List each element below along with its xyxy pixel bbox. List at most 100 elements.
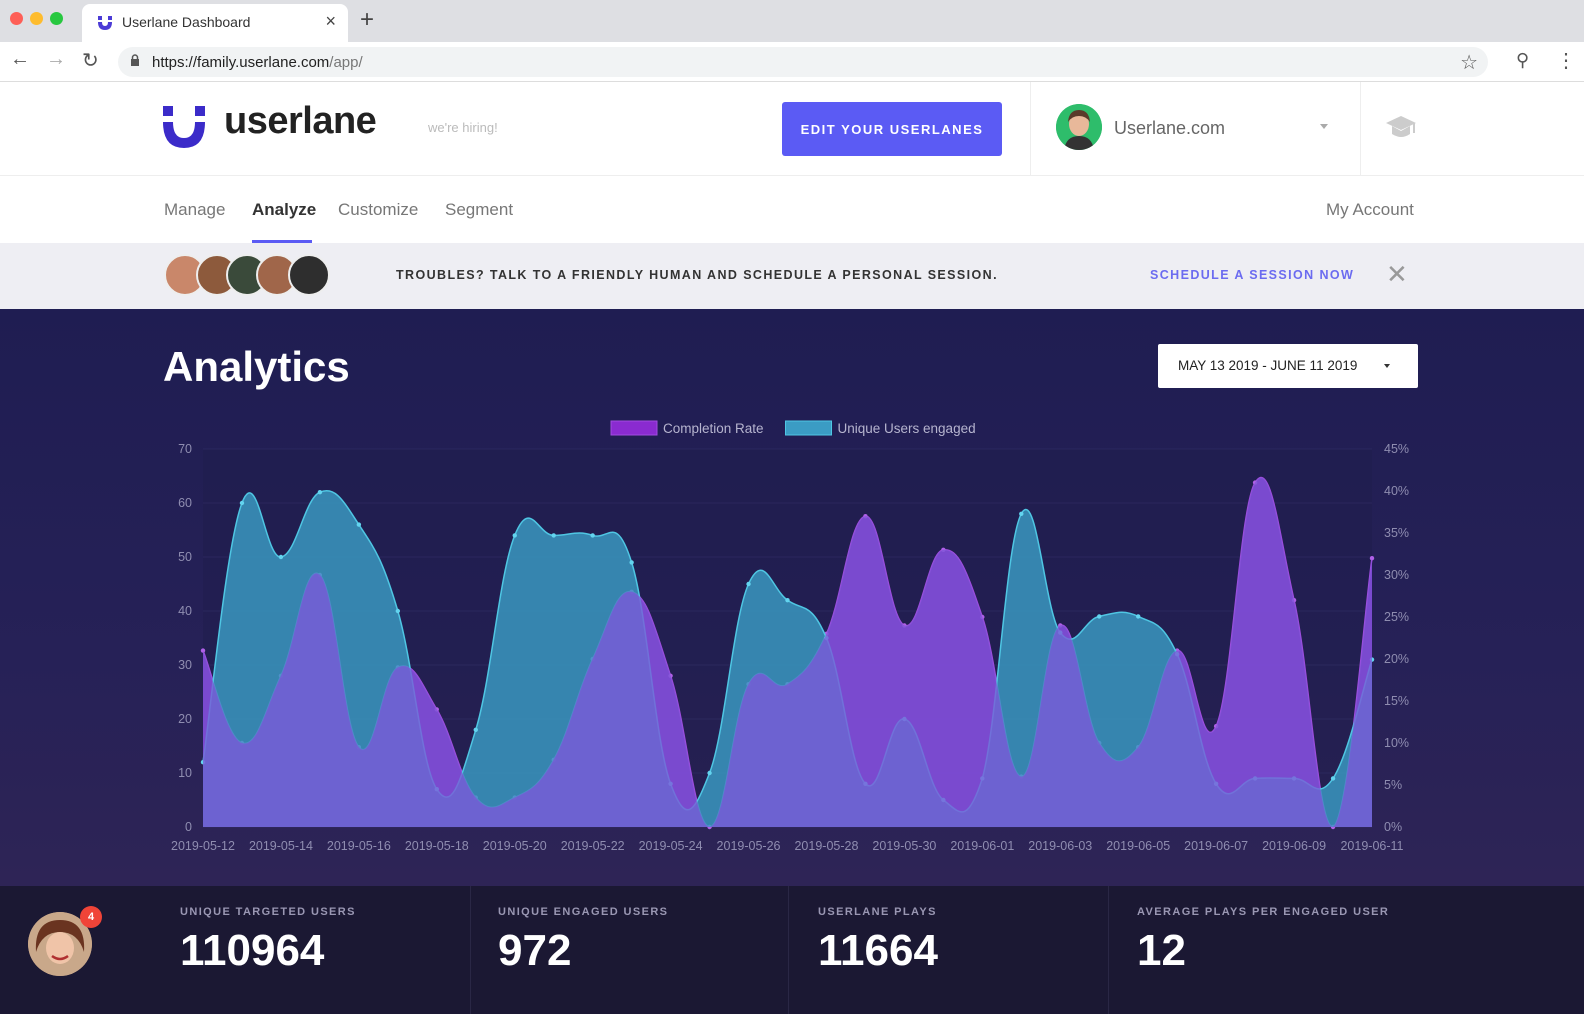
back-arrow-icon[interactable]: ←: [10, 48, 30, 70]
y-right-tick-label: 40%: [1384, 484, 1409, 498]
caret-down-icon: [1384, 364, 1390, 368]
x-tick-label: 2019-05-24: [639, 839, 703, 853]
close-tab-icon[interactable]: ×: [325, 11, 336, 31]
logo-text: userlane: [224, 100, 377, 142]
data-point: [785, 598, 790, 603]
x-tick-label: 2019-06-11: [1340, 839, 1403, 853]
x-tick-label: 2019-05-18: [405, 839, 469, 853]
date-range-picker[interactable]: MAY 13 2019 - JUNE 11 2019: [1158, 344, 1418, 388]
data-point: [1019, 511, 1024, 516]
y-left-tick-label: 20: [178, 712, 192, 726]
legend-swatch: [610, 420, 658, 436]
maximize-window-button[interactable]: [50, 12, 63, 25]
stat-value: 110964: [180, 926, 325, 975]
active-tab-indicator: [252, 240, 312, 243]
stat-divider: [1108, 886, 1109, 1014]
tab-customize[interactable]: Customize: [338, 200, 419, 219]
url-text: https://family.userlane.com/app/: [152, 54, 363, 71]
close-window-button[interactable]: [10, 12, 23, 25]
account-name[interactable]: Userlane.com: [1114, 118, 1226, 138]
legend-label: Unique Users engaged: [838, 421, 976, 436]
forward-arrow-icon[interactable]: →: [46, 48, 66, 70]
x-tick-label: 2019-05-28: [794, 839, 858, 853]
lock-icon: [131, 54, 139, 66]
banner-text: TROUBLES? TALK TO A FRIENDLY HUMAN AND S…: [396, 268, 998, 282]
tab-segment[interactable]: Segment: [445, 200, 514, 219]
account-avatar[interactable]: [1056, 104, 1102, 150]
stat-label: USERLANE PLAYS: [818, 906, 937, 918]
x-tick-label: 2019-05-22: [561, 839, 625, 853]
x-tick-label: 2019-06-09: [1262, 839, 1326, 853]
header-divider: [1030, 82, 1031, 176]
chat-avatar[interactable]: [28, 912, 92, 976]
my-account-link[interactable]: My Account: [1326, 200, 1414, 219]
x-tick-label: 2019-06-07: [1184, 839, 1248, 853]
x-tick-label: 2019-05-26: [717, 839, 781, 853]
stat-label: AVERAGE PLAYS PER ENGAGED USER: [1137, 906, 1390, 918]
notification-badge: 4: [80, 906, 102, 928]
stat-value: 11664: [818, 926, 938, 975]
browser-tab-bar: Userlane Dashboard × +: [0, 0, 1584, 42]
stat-value: 12: [1137, 926, 1186, 975]
y-left-tick-label: 40: [178, 604, 192, 618]
y-right-tick-label: 45%: [1384, 442, 1409, 456]
new-tab-icon[interactable]: +: [360, 6, 375, 33]
data-point: [707, 770, 712, 776]
data-point: [512, 533, 517, 538]
stat-divider: [788, 886, 789, 1014]
hiring-link[interactable]: we're hiring!: [428, 120, 498, 135]
stats-footer: 4 UNIQUE TARGETED USERS 110964 UNIQUE EN…: [0, 886, 1584, 1014]
x-tick-label: 2019-05-20: [483, 839, 547, 853]
data-point: [395, 608, 401, 614]
y-left-tick-label: 10: [178, 766, 192, 780]
graduation-cap-icon[interactable]: [1385, 114, 1417, 142]
series-line: [202, 490, 1373, 813]
series-area: [203, 477, 1372, 827]
y-right-tick-label: 5%: [1384, 778, 1402, 792]
minimize-window-button[interactable]: [30, 12, 43, 25]
userlane-favicon-icon: [98, 16, 112, 30]
y-right-tick-label: 20%: [1384, 652, 1409, 666]
y-right-tick-label: 35%: [1384, 526, 1409, 540]
data-point: [473, 727, 478, 732]
y-left-tick-label: 70: [178, 442, 192, 456]
x-tick-label: 2019-05-14: [249, 839, 313, 853]
date-range-text: MAY 13 2019 - JUNE 11 2019: [1178, 358, 1358, 373]
data-point: [1330, 776, 1336, 781]
stat-label: UNIQUE ENGAGED USERS: [498, 906, 669, 918]
tab-manage[interactable]: Manage: [164, 200, 226, 219]
data-point: [1097, 614, 1102, 619]
schedule-session-link[interactable]: SCHEDULE A SESSION NOW: [1150, 268, 1355, 282]
stat-userlane-plays: USERLANE PLAYS 11664: [818, 906, 938, 976]
data-point: [239, 500, 245, 506]
y-right-tick-label: 30%: [1384, 568, 1409, 582]
data-point: [278, 554, 284, 560]
support-avatar: [288, 254, 330, 296]
tab-analyze[interactable]: Analyze: [252, 200, 317, 219]
stat-unique-targeted-users: UNIQUE TARGETED USERS 110964: [180, 906, 356, 976]
bookmark-star-icon[interactable]: ☆: [1460, 52, 1478, 74]
support-banner: TROUBLES? TALK TO A FRIENDLY HUMAN AND S…: [0, 243, 1584, 309]
user-avatar-icon: [1056, 104, 1102, 150]
browser-tab[interactable]: Userlane Dashboard ×: [82, 4, 348, 42]
reload-icon[interactable]: ↻: [82, 50, 99, 72]
data-point: [356, 522, 362, 527]
data-point: [200, 648, 206, 653]
y-right-tick-label: 10%: [1384, 736, 1409, 750]
y-left-tick-label: 60: [178, 496, 192, 510]
main-nav: Manage Analyze Customize Segment My Acco…: [0, 176, 1584, 243]
extension-icon[interactable]: ⚲: [1516, 50, 1530, 70]
url-field[interactable]: https://family.userlane.com/app/ ☆: [118, 47, 1488, 77]
edit-userlanes-button[interactable]: EDIT YOUR USERLANES: [782, 102, 1002, 156]
browser-menu-icon[interactable]: ⋮: [1556, 50, 1576, 72]
y-right-tick-label: 0%: [1384, 820, 1402, 834]
data-point: [629, 560, 634, 565]
y-right-tick-label: 15%: [1384, 694, 1409, 708]
close-icon[interactable]: ✕: [1386, 259, 1408, 289]
chevron-down-icon[interactable]: [1320, 124, 1328, 129]
legend-swatch: [785, 420, 832, 436]
page-title: Analytics: [163, 343, 350, 390]
data-point: [746, 581, 751, 587]
x-tick-label: 2019-05-12: [171, 839, 235, 853]
url-path: /app/: [329, 54, 363, 71]
